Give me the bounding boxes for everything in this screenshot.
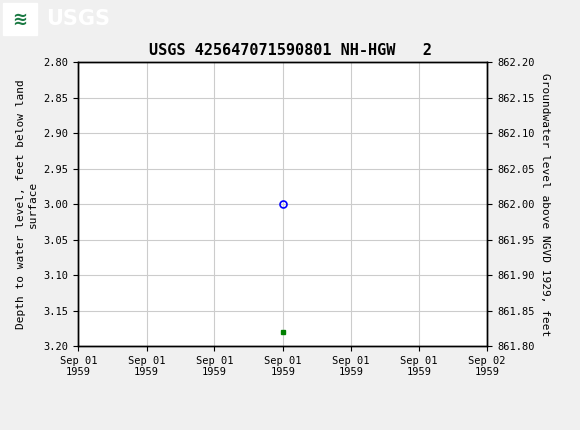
Text: USGS: USGS [46,9,110,29]
Y-axis label: Depth to water level, feet below land
surface: Depth to water level, feet below land su… [16,80,38,329]
Text: ≋: ≋ [12,11,28,29]
FancyBboxPatch shape [3,3,37,35]
Y-axis label: Groundwater level above NGVD 1929, feet: Groundwater level above NGVD 1929, feet [540,73,550,336]
Text: USGS 425647071590801 NH-HGW   2: USGS 425647071590801 NH-HGW 2 [148,43,432,58]
